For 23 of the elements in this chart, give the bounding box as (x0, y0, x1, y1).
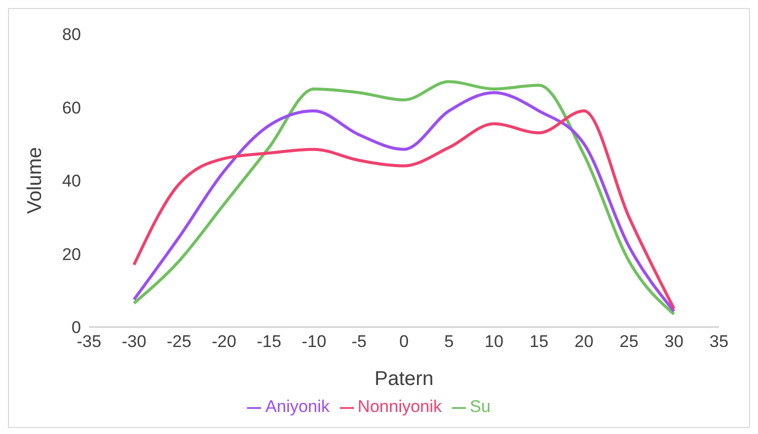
x-tick-label: -25 (166, 332, 192, 352)
x-tick-label: -20 (212, 332, 236, 352)
y-axis-title: Volume (24, 147, 46, 214)
x-axis-title: Patern (374, 368, 434, 390)
x-tick-label: 15 (530, 332, 548, 352)
legend-label: Aniyonik (265, 397, 330, 416)
x-tick-label: 0 (399, 332, 409, 352)
x-tick-label: -30 (122, 332, 146, 352)
y-tick-label: 20 (62, 244, 81, 264)
legend-label: Nonniyonik (358, 397, 442, 416)
x-tick-label: 25 (620, 332, 638, 352)
y-tick-label: 40 (62, 172, 81, 191)
y-tick-label: 80 (62, 25, 81, 44)
x-tick-label: -10 (302, 332, 326, 352)
x-tick-label: -15 (256, 332, 282, 352)
x-tick-label: 10 (484, 332, 504, 352)
x-tick-label: 30 (664, 332, 684, 352)
x-tick-label: 5 (444, 332, 454, 352)
x-tick-label: 35 (710, 332, 728, 352)
y-tick-label: 60 (62, 98, 81, 118)
legend-label: Su (470, 397, 491, 416)
x-tick-label: 20 (574, 332, 594, 352)
x-tick-label: -5 (351, 332, 367, 352)
